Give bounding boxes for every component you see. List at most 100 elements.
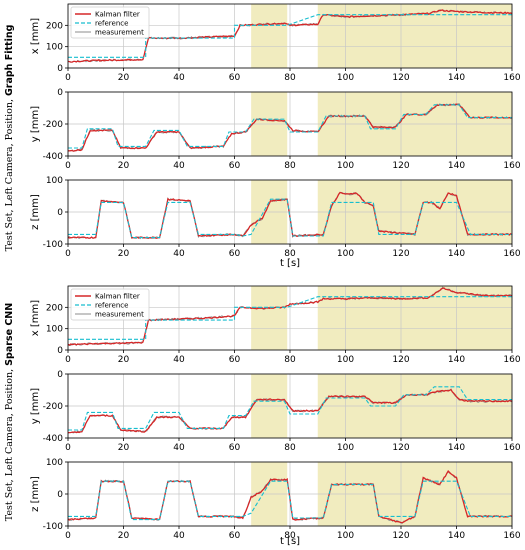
- x-tick-label: 100: [337, 443, 354, 453]
- panel-1: 0 20 40 60 80 100 120 140 160 0 100 200 x [mm] Kalman…: [30, 3, 521, 83]
- x-tick-label: 120: [392, 73, 409, 83]
- reference-line: [68, 104, 512, 149]
- x-tick-label: 20: [118, 73, 130, 83]
- y-axis-label: z [mm]: [30, 476, 41, 512]
- x-tick-label: 80: [284, 355, 296, 365]
- x-tick-label: 60: [229, 161, 241, 171]
- kalman-filter-line: [67, 103, 513, 152]
- legend-label: measurement: [95, 29, 144, 37]
- y-axis-label: z [mm]: [30, 194, 41, 230]
- x-tick-label: 120: [392, 443, 409, 453]
- y-axis-label: y [mm]: [30, 106, 41, 142]
- x-tick-label: 160: [503, 73, 520, 83]
- panel-4: 0 20 40 60 80 100 120 140 160 0 100 200 x [mm] Kalman…: [30, 285, 521, 365]
- panel-5: 0 20 40 60 80 100 120 140 160 -400 -200 0 y [mm]: [30, 370, 521, 453]
- x-tick-label: 0: [65, 443, 71, 453]
- kalman-filter-line: [67, 287, 513, 346]
- x-tick-label: 140: [448, 161, 465, 171]
- x-tick-label: 100: [337, 249, 354, 259]
- x-tick-label: 20: [118, 161, 130, 171]
- y-tick-label: 100: [46, 176, 63, 186]
- x-tick-label: 140: [448, 355, 465, 365]
- x-tick-label: 80: [284, 161, 296, 171]
- y-tick-label: 0: [57, 64, 63, 74]
- panel-2: 0 20 40 60 80 100 120 140 160 -400 -200 0 y [mm]: [30, 88, 521, 171]
- y-axis-label: x [mm]: [30, 18, 41, 54]
- y-tick-label: -400: [43, 434, 64, 444]
- reference-line: [68, 14, 512, 58]
- group-side-label: Test Set, Left Camera, Position, Sparse …: [4, 303, 15, 521]
- x-tick-label: 40: [173, 161, 185, 171]
- legend-label: reference: [95, 20, 128, 28]
- x-tick-label: 20: [118, 249, 130, 259]
- x-tick-label: 0: [65, 249, 71, 259]
- y-tick-label: 100: [46, 43, 63, 53]
- x-tick-label: 100: [337, 531, 354, 541]
- x-tick-label: 20: [118, 443, 130, 453]
- y-tick-label: 0: [57, 88, 63, 98]
- x-tick-label: 40: [173, 443, 185, 453]
- x-tick-label: 80: [284, 249, 296, 259]
- x-tick-label: 40: [173, 73, 185, 83]
- shaded-region: [251, 286, 288, 350]
- x-tick-label: 0: [65, 161, 71, 171]
- y-tick-label: -100: [43, 522, 64, 532]
- y-tick-label: -100: [43, 240, 64, 250]
- kalman-filter-line: [68, 388, 513, 434]
- y-axis-label: x [mm]: [30, 300, 41, 336]
- reference-line: [68, 296, 512, 340]
- group-side-label: Test Set, Left Camera, Position, Graph F…: [4, 25, 15, 252]
- x-tick-label: 120: [392, 355, 409, 365]
- x-tick-label: 20: [118, 531, 130, 541]
- x-tick-label: 60: [229, 443, 241, 453]
- y-tick-label: -200: [43, 402, 64, 412]
- y-tick-label: 100: [46, 325, 63, 335]
- x-axis-label: t [s]: [280, 536, 300, 547]
- y-tick-label: 200: [46, 303, 63, 313]
- x-tick-label: 60: [229, 73, 241, 83]
- x-tick-label: 160: [503, 531, 520, 541]
- x-tick-label: 140: [448, 73, 465, 83]
- reference-line: [68, 386, 512, 431]
- reference-line: [68, 198, 512, 239]
- x-tick-label: 60: [229, 355, 241, 365]
- x-tick-label: 140: [448, 249, 465, 259]
- x-tick-label: 100: [337, 355, 354, 365]
- x-tick-label: 120: [392, 531, 409, 541]
- y-tick-label: 200: [46, 21, 63, 31]
- y-tick-label: -400: [43, 152, 64, 162]
- y-tick-label: 0: [57, 490, 63, 500]
- x-tick-label: 140: [448, 531, 465, 541]
- shaded-region: [251, 4, 288, 68]
- x-tick-label: 40: [173, 355, 185, 365]
- reference-line: [68, 480, 512, 521]
- x-tick-label: 0: [65, 531, 71, 541]
- x-tick-label: 0: [65, 355, 71, 365]
- group-side-label-method: Graph Fitting: [4, 25, 15, 96]
- x-tick-label: 100: [337, 73, 354, 83]
- group-side-label-prefix: Test Set, Left Camera, Position,: [4, 96, 15, 251]
- legend-label: Kalman filter: [95, 11, 140, 19]
- x-tick-label: 60: [229, 249, 241, 259]
- x-tick-label: 140: [448, 443, 465, 453]
- group-side-label-method: Sparse CNN: [4, 303, 15, 366]
- kalman-filter-line: [67, 9, 513, 63]
- x-tick-label: 160: [503, 443, 520, 453]
- x-tick-label: 120: [392, 249, 409, 259]
- x-tick-label: 40: [173, 249, 185, 259]
- y-tick-label: 0: [57, 370, 63, 380]
- group-labels: Test Set, Left Camera, Position, Graph F…: [4, 25, 15, 522]
- x-tick-label: 60: [229, 531, 241, 541]
- x-tick-label: 80: [284, 73, 296, 83]
- y-tick-label: 0: [57, 346, 63, 356]
- x-tick-label: 160: [503, 355, 520, 365]
- y-tick-label: -200: [43, 120, 64, 130]
- x-tick-label: 160: [503, 161, 520, 171]
- x-tick-label: 20: [118, 355, 130, 365]
- x-axis-label: t [s]: [280, 258, 300, 269]
